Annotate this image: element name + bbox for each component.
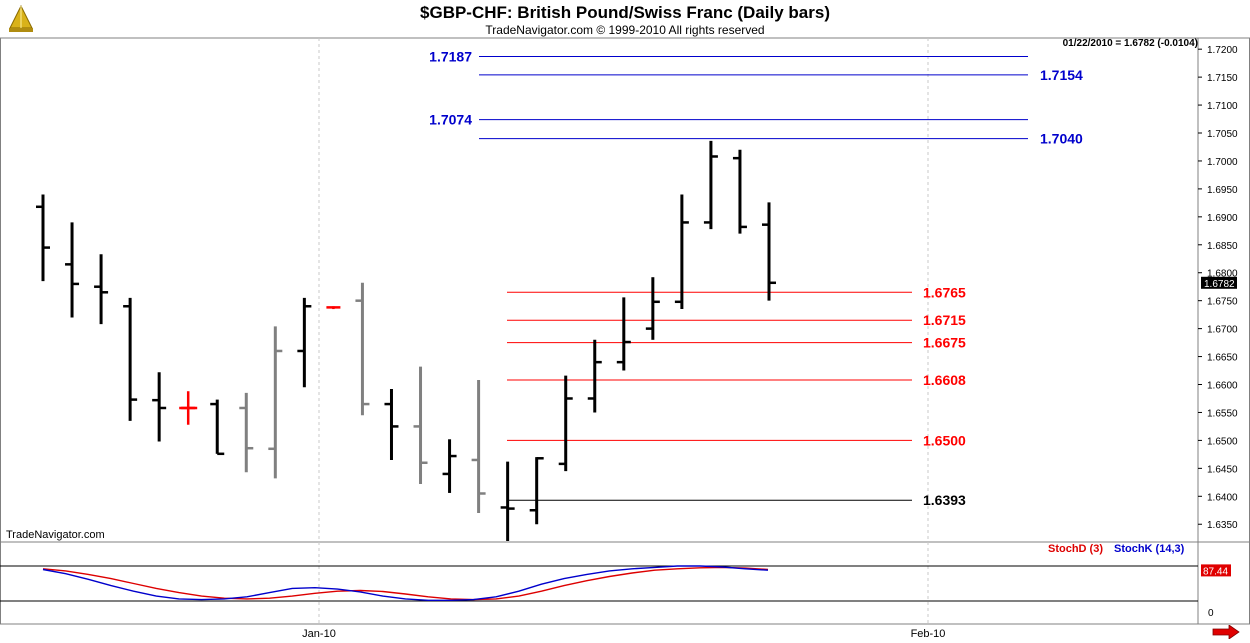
- y-tick-label: 1.6700: [1207, 325, 1238, 336]
- y-tick-label: 1.6550: [1207, 408, 1238, 419]
- level-label: 1.6765: [923, 284, 966, 300]
- last-price-badge: [1201, 276, 1237, 289]
- level-label: 1.6715: [923, 312, 966, 328]
- level-label: 1.7040: [1040, 131, 1083, 147]
- chart-grid: [318, 38, 929, 624]
- chart-subtitle: TradeNavigator.com © 1999-2010 All right…: [485, 23, 765, 37]
- y-tick-label: 1.7050: [1207, 129, 1238, 140]
- level-label: 1.6608: [923, 372, 966, 388]
- y-tick-label: 1.6750: [1207, 297, 1238, 308]
- y-tick-label: 1.6900: [1207, 213, 1238, 224]
- y-tick-label: 1.6450: [1207, 464, 1238, 475]
- price-axis: 1.6350 1.6400 1.6450 1.6500 1.6550 1.6600 1.66…: [1198, 45, 1238, 531]
- stochastic-panel: 087.44: [0, 564, 1231, 619]
- y-tick-label: 1.7100: [1207, 101, 1238, 112]
- y-tick-label: 1.6850: [1207, 241, 1238, 252]
- y-tick-label: 1.6800: [1207, 269, 1238, 280]
- y-tick-label: 1.7200: [1207, 45, 1238, 56]
- stoch-y-tick-label: 0: [1208, 608, 1214, 619]
- level-label: 1.6675: [923, 335, 966, 351]
- y-tick-label: 1.6650: [1207, 353, 1238, 364]
- last-price-readout: 01/22/2010 = 1.6782 (-0.0104): [1062, 38, 1198, 49]
- y-tick-label: 1.6400: [1207, 492, 1238, 503]
- x-tick-label: Jan-10: [302, 628, 336, 640]
- chart-title: $GBP-CHF: British Pound/Swiss Franc (Dai…: [420, 3, 830, 22]
- x-tick-label: Feb-10: [911, 628, 946, 640]
- y-tick-label: 1.6600: [1207, 381, 1238, 392]
- watermark: TradeNavigator.com: [6, 529, 105, 541]
- legend-stochd: StochD (3): [1048, 543, 1103, 555]
- y-tick-label: 1.6950: [1207, 185, 1238, 196]
- scroll-right-arrow-icon[interactable]: [1212, 625, 1240, 639]
- last-price-label: 1.6782: [1204, 279, 1235, 290]
- legend-stochk: StochK (14,3): [1114, 543, 1185, 555]
- level-label: 1.7154: [1040, 67, 1083, 83]
- date-axis: Jan-10 Feb-10: [302, 628, 945, 640]
- stoch-last-label: 87.44: [1203, 566, 1228, 577]
- stoch-series-line: [42, 565, 769, 601]
- level-label: 1.6500: [923, 432, 966, 448]
- y-tick-label: 1.6350: [1207, 520, 1238, 531]
- level-label: 1.7074: [429, 112, 472, 128]
- price-bars: [36, 140, 776, 541]
- stoch-last-badge: [1201, 564, 1231, 577]
- y-tick-label: 1.7150: [1207, 73, 1238, 84]
- trade-navigator-logo-icon: [9, 4, 33, 32]
- level-label: 1.7187: [429, 48, 472, 64]
- price-levels: 1.7187 1.7154 1.7074 1.7040 1.6765 1.6715 1.66…: [429, 48, 1083, 508]
- level-label: 1.6393: [923, 492, 966, 508]
- stoch-series-line: [42, 566, 769, 601]
- y-tick-label: 1.6500: [1207, 436, 1238, 447]
- y-tick-label: 1.7000: [1207, 157, 1238, 168]
